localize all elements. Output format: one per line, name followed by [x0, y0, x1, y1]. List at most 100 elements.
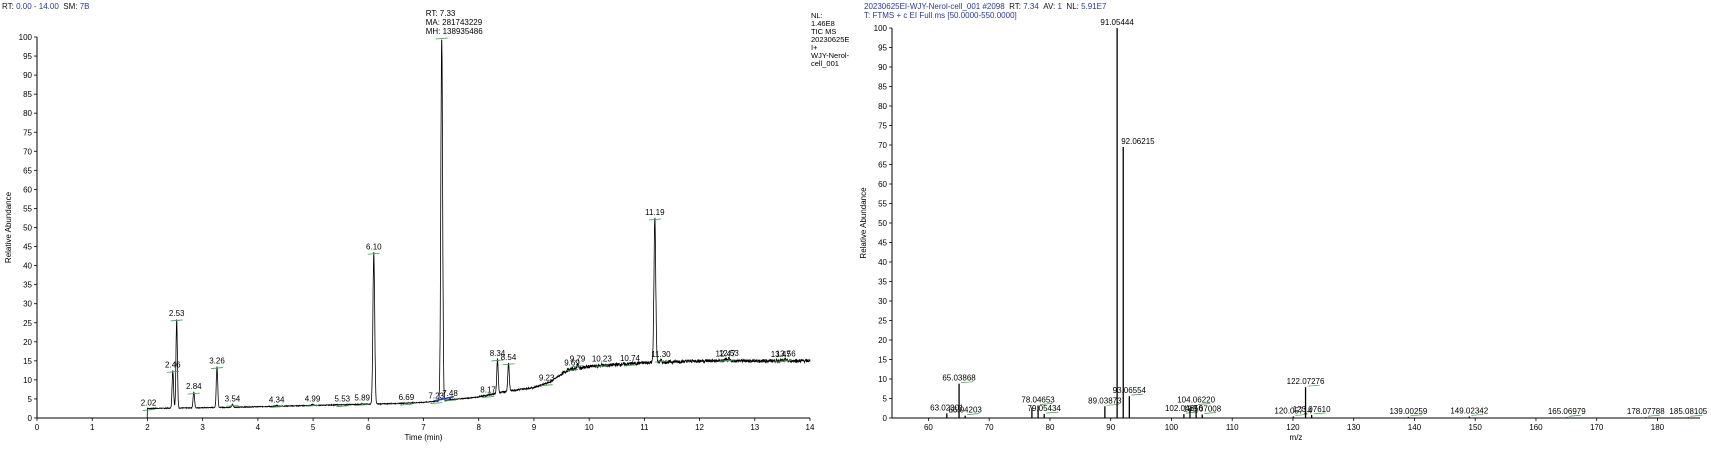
chrom-peak-marker: [565, 369, 579, 371]
chrom-peak-marker: [400, 403, 413, 406]
ms-peak-label: 185.08105: [1669, 407, 1707, 416]
chrom-peak-marker: [595, 365, 608, 368]
chrom-peak-marker: [142, 409, 155, 411]
chrom-peak-marker: [623, 364, 637, 367]
chrom-x-tick-label: 14: [806, 423, 815, 432]
chrom-x-tick-label: 9: [532, 423, 537, 432]
ms-x-tick-label: 110: [1226, 423, 1239, 432]
chrom-peak-marker: [435, 37, 448, 40]
chrom-peak-label: 5.53: [335, 395, 351, 404]
ms-peak-marker: [1046, 411, 1059, 414]
ms-y-tick-label: 70: [878, 141, 887, 150]
chrom-x-tick-label: 11: [640, 423, 649, 432]
ms-peak-label: 123.07610: [1293, 405, 1331, 414]
ms-x-tick-label: 170: [1590, 423, 1604, 432]
ms-x-tick-label: 140: [1408, 423, 1422, 432]
chrom-peak-label: 6.69: [399, 393, 415, 402]
ms-peak-marker: [1131, 393, 1144, 396]
chrom-peak-label: 6.10: [366, 242, 382, 251]
ms-y-tick-label: 60: [878, 180, 887, 189]
ms-peak-marker: [967, 413, 980, 416]
header-right: 20230625EI-WJY-Nerol-cell_001 #2098 RT: …: [864, 2, 1106, 20]
chrom-peak-marker: [443, 399, 457, 402]
ms-peak-label: 79.05434: [1028, 404, 1062, 413]
ms-peak-label: 105.07008: [1183, 404, 1221, 413]
ms-x-tick-label: 120: [1286, 423, 1300, 432]
chrom-tic-trace: [146, 39, 811, 419]
chrom-y-tick-label: 25: [23, 319, 32, 328]
ms-x-tick-label: 60: [924, 423, 933, 432]
chrom-peak-label: 11.19: [645, 208, 665, 217]
chrom-info-line: WJY-Nerol-: [811, 51, 850, 60]
spectrum-nl-label: NL:: [1066, 2, 1079, 11]
chrom-y-tick-label: 95: [23, 52, 32, 61]
chrom-info-line: cell_001: [811, 59, 839, 68]
ms-peak-marker: [1198, 403, 1211, 405]
chrom-peak-marker: [654, 360, 667, 363]
ms-peak-label: 65.03868: [942, 374, 976, 383]
chrom-info-line: TIC MS: [811, 27, 836, 36]
ms-y-tick-label: 25: [878, 317, 887, 326]
chrom-apex-annotation-line: RT: 7.33: [426, 9, 456, 18]
chrom-peak-label: 10.74: [620, 354, 641, 363]
chrom-peak-label: 12.47: [716, 349, 737, 358]
sm-value: 7B: [79, 2, 90, 11]
ms-x-tick-label: 130: [1347, 423, 1361, 432]
ms-x-tick-label: 70: [985, 423, 994, 432]
chrom-peak-marker: [306, 404, 319, 407]
chrom-y-tick-label: 35: [23, 281, 32, 290]
chrom-peak-marker: [430, 402, 443, 405]
ms-peak-label: 104.06220: [1177, 396, 1215, 405]
chrom-peak-marker: [502, 363, 515, 366]
chrom-y-tick-label: 15: [23, 357, 32, 366]
chrom-peak-label: 9.23: [539, 374, 555, 383]
spectrum-info-line1: 20230625EI-WJY-Nerol-cell_001 #2098 RT: …: [864, 2, 1106, 11]
chrom-peak-marker: [356, 404, 369, 406]
chrom-x-tick-label: 3: [200, 423, 205, 432]
chrom-x-tick-label: 1: [90, 423, 95, 432]
ms-peak-marker: [1040, 403, 1053, 405]
spectrum-file: 20230625EI-WJY-Nerol-cell_001 #2098: [864, 2, 1005, 11]
ms-x-tick-label: 100: [1165, 423, 1179, 432]
chrom-peak-label: 3.26: [209, 357, 225, 366]
ms-y-tick-label: 100: [874, 24, 888, 33]
chrom-peak-label: 8.17: [480, 386, 496, 395]
chrom-x-tick-label: 2: [145, 423, 150, 432]
chrom-x-tick-label: 8: [476, 423, 481, 432]
ms-peak-label: 122.07276: [1287, 377, 1325, 386]
spectrum-nl: 5.91E7: [1081, 2, 1107, 11]
chrom-apex-annotation-line: MH: 138935486: [426, 27, 483, 36]
chrom-peak-marker: [210, 367, 224, 369]
ms-y-tick-label: 85: [878, 83, 887, 92]
ms-y-tick-label: 55: [878, 200, 887, 209]
chrom-peak-marker: [187, 392, 200, 395]
ms-x-tick-label: 180: [1651, 423, 1665, 432]
chrom-y-tick-label: 50: [23, 224, 32, 233]
chrom-peak-marker: [367, 252, 380, 255]
ms-x-tick-label: 150: [1469, 423, 1483, 432]
ms-y-tick-label: 45: [878, 239, 887, 248]
ms-peak-label: 139.00259: [1389, 407, 1427, 416]
chrom-peak-label: 9.69: [564, 358, 580, 367]
chrom-peak-marker: [226, 404, 239, 407]
ms-peak-marker: [961, 381, 974, 384]
spectrum-rt-label: RT:: [1009, 2, 1021, 11]
ms-y-tick-label: 20: [878, 336, 887, 345]
ms-peak-label: 63.02301: [930, 403, 964, 412]
ms-y-tick-label: 15: [878, 356, 887, 365]
ms-peak-marker: [1307, 384, 1320, 387]
ms-peak-label: 89.03873: [1088, 396, 1122, 405]
chrom-x-tick-label: 5: [311, 423, 316, 432]
chrom-peak-label: 3.54: [225, 394, 241, 403]
chrom-y-tick-label: 90: [23, 71, 32, 80]
ms-peak-marker: [1204, 412, 1217, 414]
chrom-y-tick-label: 5: [28, 395, 33, 404]
ms-peak-label: 178.07788: [1627, 407, 1665, 416]
chrom-peak-label: 4.34: [269, 395, 285, 404]
chrom-y-tick-label: 60: [23, 185, 32, 194]
chrom-peak-label: 2.53: [169, 309, 185, 318]
ms-peak-label: 149.02342: [1450, 406, 1488, 415]
chrom-y-tick-label: 100: [19, 33, 33, 42]
sm-label: SM:: [63, 2, 78, 11]
